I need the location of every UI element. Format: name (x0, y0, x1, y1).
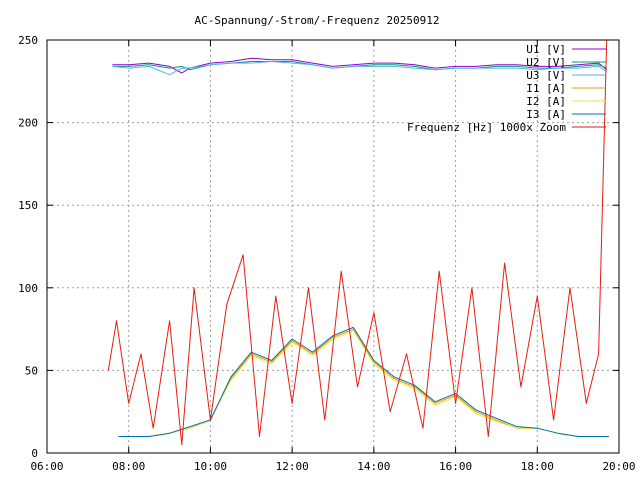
legend-label: I1 [A] (526, 82, 566, 95)
y-tick-label: 250 (18, 34, 38, 47)
x-tick-label: 12:00 (276, 460, 309, 473)
series-line-3 (112, 61, 607, 76)
series-line-6 (118, 326, 609, 437)
x-tick-label: 10:00 (194, 460, 227, 473)
y-tick-label: 50 (25, 364, 38, 377)
axis-ticks: 06:00 08:00 10:00 12:00 14:00 16:00 18:00 20:00… (18, 34, 635, 473)
legend: U1 [V]U2 [V]U3 [V]I1 [A]I2 [A]I3 [A]Freq… (407, 43, 606, 134)
x-tick-label: 20:00 (602, 460, 635, 473)
series-line-1 (112, 57, 608, 74)
x-tick-label: 08:00 (112, 460, 145, 473)
x-tick-label: 16:00 (439, 460, 472, 473)
legend-label: U2 [V] (526, 56, 566, 69)
y-tick-label: 0 (31, 447, 38, 460)
chart-title: AC-Spannung/-Strom/-Frequenz 20250912 (194, 14, 439, 27)
y-tick-label: 150 (18, 199, 38, 212)
plot-frame (46, 39, 620, 454)
x-tick-label: 06:00 (30, 460, 63, 473)
y-tick-label: 200 (18, 117, 38, 130)
legend-label: I2 [A] (526, 95, 566, 108)
legend-label: U3 [V] (526, 69, 566, 82)
plot-series (107, 39, 609, 446)
legend-label: Frequenz [Hz] 1000x Zoom (407, 121, 566, 134)
series-line-7 (107, 39, 608, 446)
series-line-4 (118, 328, 609, 437)
legend-label: U1 [V] (526, 43, 566, 56)
x-tick-label: 18:00 (521, 460, 554, 473)
x-tick-label: 14:00 (357, 460, 390, 473)
y-tick-label: 100 (18, 282, 38, 295)
legend-label: I3 [A] (526, 108, 566, 121)
series-line-5 (118, 330, 609, 437)
grid (47, 40, 619, 453)
